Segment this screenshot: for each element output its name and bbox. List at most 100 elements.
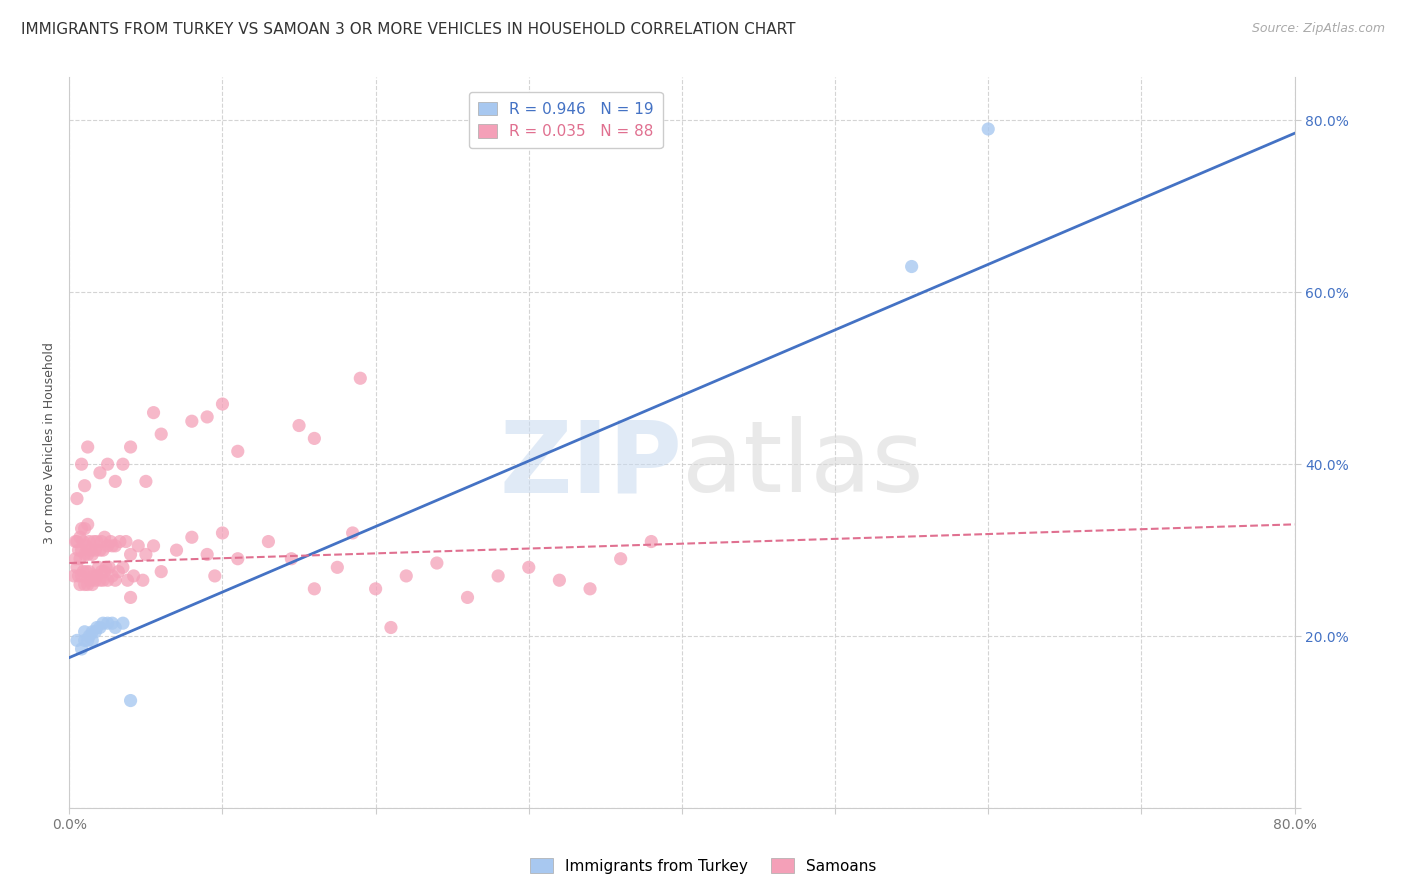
Point bbox=[66, 534, 89, 549]
Point bbox=[70, 569, 93, 583]
Point bbox=[76, 440, 98, 454]
Point bbox=[548, 573, 571, 587]
Point bbox=[66, 560, 89, 574]
Point bbox=[80, 543, 103, 558]
Text: atlas: atlas bbox=[682, 417, 924, 513]
Point bbox=[89, 620, 111, 634]
Point bbox=[87, 560, 110, 574]
Point bbox=[83, 534, 105, 549]
Point bbox=[76, 577, 98, 591]
Point bbox=[76, 548, 98, 562]
Point bbox=[211, 525, 233, 540]
Point bbox=[101, 539, 124, 553]
Point bbox=[70, 642, 93, 657]
Point bbox=[280, 551, 302, 566]
Point bbox=[98, 560, 121, 574]
Point bbox=[122, 569, 145, 583]
Point bbox=[84, 624, 107, 639]
Point bbox=[180, 414, 202, 428]
Point bbox=[609, 551, 631, 566]
Point bbox=[77, 565, 100, 579]
Point bbox=[111, 616, 134, 631]
Point bbox=[104, 620, 127, 634]
Point bbox=[70, 543, 93, 558]
Point bbox=[82, 624, 104, 639]
Point bbox=[120, 693, 142, 707]
Point bbox=[75, 539, 97, 553]
Point bbox=[83, 569, 105, 583]
Point bbox=[73, 478, 96, 492]
Text: Source: ZipAtlas.com: Source: ZipAtlas.com bbox=[1251, 22, 1385, 36]
Point bbox=[80, 573, 103, 587]
Point bbox=[73, 624, 96, 639]
Point bbox=[93, 565, 115, 579]
Point bbox=[211, 397, 233, 411]
Point bbox=[395, 569, 418, 583]
Point bbox=[342, 525, 364, 540]
Point bbox=[94, 560, 117, 574]
Legend: R = 0.946   N = 19, R = 0.035   N = 88: R = 0.946 N = 19, R = 0.035 N = 88 bbox=[470, 93, 662, 148]
Point bbox=[76, 633, 98, 648]
Point bbox=[97, 457, 120, 471]
Point bbox=[70, 457, 93, 471]
Point bbox=[180, 530, 202, 544]
Text: IMMIGRANTS FROM TURKEY VS SAMOAN 3 OR MORE VEHICLES IN HOUSEHOLD CORRELATION CHA: IMMIGRANTS FROM TURKEY VS SAMOAN 3 OR MO… bbox=[21, 22, 796, 37]
Point bbox=[84, 573, 107, 587]
Point bbox=[73, 577, 96, 591]
Text: ZIP: ZIP bbox=[499, 417, 682, 513]
Point bbox=[66, 633, 89, 648]
Point bbox=[195, 409, 218, 424]
Point bbox=[326, 560, 349, 574]
Point bbox=[89, 466, 111, 480]
Point bbox=[204, 569, 226, 583]
Point bbox=[107, 565, 129, 579]
Point bbox=[977, 122, 1000, 136]
Point bbox=[120, 548, 142, 562]
Point bbox=[69, 577, 91, 591]
Point bbox=[486, 569, 509, 583]
Point bbox=[91, 543, 114, 558]
Point bbox=[86, 569, 108, 583]
Point bbox=[111, 560, 134, 574]
Point bbox=[426, 556, 449, 570]
Point bbox=[104, 539, 127, 553]
Point bbox=[82, 548, 104, 562]
Point bbox=[517, 560, 540, 574]
Point bbox=[142, 539, 165, 553]
Point bbox=[579, 582, 602, 596]
Point bbox=[120, 440, 142, 454]
Point bbox=[127, 539, 149, 553]
Point bbox=[380, 620, 402, 634]
Point bbox=[72, 534, 94, 549]
Point bbox=[257, 534, 280, 549]
Point bbox=[101, 569, 124, 583]
Point bbox=[75, 565, 97, 579]
Point bbox=[97, 573, 120, 587]
Point bbox=[150, 565, 173, 579]
Point bbox=[93, 530, 115, 544]
Point bbox=[63, 569, 86, 583]
Point bbox=[304, 582, 326, 596]
Point bbox=[104, 573, 127, 587]
Point bbox=[117, 573, 139, 587]
Point bbox=[166, 543, 188, 558]
Point bbox=[457, 591, 479, 605]
Point bbox=[89, 573, 111, 587]
Point bbox=[82, 633, 104, 648]
Point bbox=[226, 444, 249, 458]
Point bbox=[86, 534, 108, 549]
Point bbox=[349, 371, 371, 385]
Point bbox=[76, 517, 98, 532]
Point bbox=[132, 573, 155, 587]
Point bbox=[86, 620, 108, 634]
Point bbox=[97, 539, 120, 553]
Point bbox=[640, 534, 662, 549]
Point bbox=[82, 577, 104, 591]
Point bbox=[288, 418, 311, 433]
Point bbox=[108, 534, 131, 549]
Point bbox=[111, 457, 134, 471]
Point bbox=[142, 406, 165, 420]
Point bbox=[66, 491, 89, 506]
Point bbox=[135, 548, 157, 562]
Point bbox=[65, 551, 87, 566]
